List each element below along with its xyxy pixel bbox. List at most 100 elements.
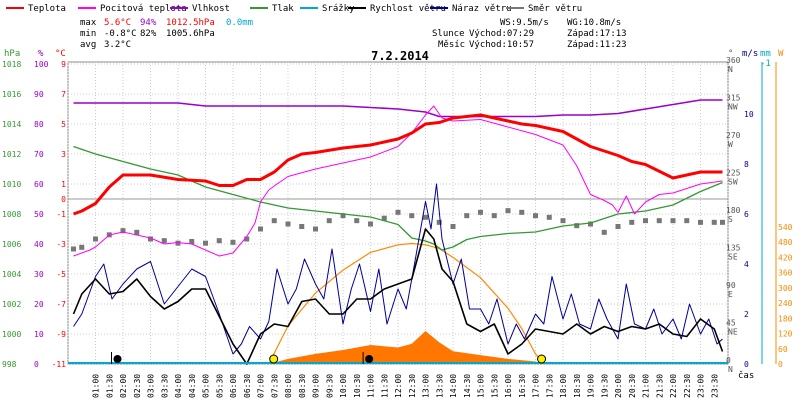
stat-max-rain: 0.0mm — [226, 18, 253, 28]
pressure-tick: 1010 — [2, 180, 21, 189]
x-tick-label: 10:30 — [353, 374, 362, 398]
stat-min-hum: 82% — [140, 29, 157, 39]
x-tick-label: 10:00 — [339, 374, 348, 398]
moon-marker-icon — [365, 355, 374, 363]
x-tick-label: 04:00 — [174, 374, 183, 398]
stat-max-label: max — [80, 18, 97, 28]
pressure-tick: 1014 — [2, 120, 21, 129]
solar-tick: 300 — [778, 284, 793, 293]
x-tick-label: 14:00 — [449, 374, 458, 398]
x-tick-label: 04:30 — [188, 374, 197, 398]
temperature-tick: -7 — [56, 300, 66, 309]
series-wind-direction-point — [203, 240, 208, 246]
temperature-tick: 5 — [61, 120, 66, 129]
series-wind-direction-point — [120, 228, 126, 234]
x-tick-label: 11:30 — [380, 374, 389, 398]
x-tick-label: 03:00 — [147, 374, 156, 398]
legend-label: Pocitová teplota — [100, 4, 187, 14]
plot-area — [68, 99, 728, 365]
direction-tick: 45 — [726, 319, 736, 328]
series-wind-direction-point — [698, 219, 703, 225]
stat-max-hum: 94% — [140, 18, 157, 28]
series-uv-area — [268, 331, 544, 364]
series-wind-direction-point — [244, 236, 250, 242]
series-wind-direction-point — [491, 213, 497, 219]
solar-tick: 360 — [778, 269, 793, 278]
temperature-tick: 7 — [61, 90, 66, 99]
x-axis-label: čas — [738, 370, 754, 381]
legend-label: Srážky — [322, 4, 355, 14]
series-wind-direction-point — [216, 238, 222, 244]
info-panel: WS:9.5m/s WG:10.8m/s Slunce Východ:07:29 Záp… — [432, 18, 627, 50]
x-tick-label: 16:30 — [518, 374, 527, 398]
info-ws: WS:9.5m/s — [500, 18, 549, 28]
series-wind-direction-point — [684, 218, 690, 224]
series-wind-direction-point — [381, 215, 387, 221]
series-wind-direction-point — [368, 221, 373, 227]
humidity-tick: 40 — [34, 240, 44, 249]
stat-max-press: 1012.5hPa — [166, 18, 215, 28]
x-tick-label: 09:00 — [312, 374, 321, 398]
x-tick-label: 09:30 — [325, 374, 334, 398]
series-wind-direction-point — [588, 221, 593, 227]
x-tick-label: 08:30 — [298, 374, 307, 398]
series-wind-direction-point — [93, 236, 98, 242]
x-tick-label: 02:00 — [119, 374, 128, 398]
series-wind-direction-point — [656, 218, 662, 224]
series-wind-direction-point — [423, 214, 428, 220]
stat-max-temp: 5.6°C — [104, 18, 131, 28]
direction-name: NE — [728, 328, 738, 337]
direction-tick: 0 — [726, 356, 731, 365]
series-wind-direction-point — [340, 213, 346, 219]
x-tick-label: 07:30 — [270, 374, 279, 398]
x-tick-label: 05:00 — [202, 374, 211, 398]
series-solar-line — [268, 242, 545, 365]
solar-tick: 240 — [778, 299, 793, 308]
direction-name: W — [728, 140, 733, 149]
humidity-tick: 20 — [34, 300, 44, 309]
series-wind-direction-point — [615, 224, 621, 229]
temperature-tick: 1 — [61, 180, 66, 189]
x-tick-label: 23:00 — [697, 374, 706, 398]
x-tick-label: 15:30 — [490, 374, 499, 398]
humidity-tick: 0 — [34, 360, 39, 369]
x-axis-ticks: 01:00 01:30 02:00 02:30 03:00 03:30 04:00 04:30… — [92, 374, 720, 398]
x-tick-label: 19:30 — [600, 374, 609, 398]
humidity-tick: 100 — [34, 60, 49, 69]
pressure-tick: 1004 — [2, 270, 21, 279]
solar-tick: 420 — [778, 253, 793, 262]
x-tick-label: 12:00 — [394, 374, 403, 398]
series-wind-direction-point — [189, 239, 195, 244]
wind-tick: 0 — [744, 360, 749, 369]
temperature-tick: 0 — [61, 195, 66, 204]
x-tick-label: 03:30 — [160, 374, 169, 398]
rain-axis-tick: -1 — [760, 59, 771, 69]
solar-tick: 60 — [778, 345, 788, 354]
stat-min-press: 1005.6hPa — [166, 29, 215, 39]
sun-marker-icon — [537, 354, 547, 364]
series-wind-direction-point — [161, 238, 167, 244]
x-tick-label: 22:00 — [669, 374, 678, 398]
pressure-tick: 1008 — [2, 210, 21, 219]
series-wind-direction-point — [670, 218, 676, 224]
x-tick-label: 15:00 — [477, 374, 486, 398]
series-feels-like-line — [73, 105, 723, 257]
series-wind-direction-point — [519, 209, 525, 215]
x-tick-label: 02:30 — [133, 374, 142, 398]
series-humidity-line — [73, 99, 723, 118]
x-tick-label: 11:00 — [367, 374, 376, 398]
x-tick-label: 22:30 — [683, 374, 692, 398]
direction-name: S — [728, 215, 733, 224]
pressure-tick: 1006 — [2, 240, 21, 249]
legend-label: Vlhkost — [192, 4, 230, 14]
direction-axis-label: ° — [728, 49, 733, 59]
direction-name: N — [728, 65, 733, 74]
solar-tick: 120 — [778, 330, 793, 339]
x-tick-label: 23:30 — [710, 374, 719, 398]
humidity-tick: 70 — [34, 150, 44, 159]
series-wind-direction-point — [79, 244, 85, 250]
direction-name: SE — [728, 253, 738, 262]
series-wind-direction-point — [560, 218, 566, 224]
x-tick-label: 13:00 — [422, 374, 431, 398]
